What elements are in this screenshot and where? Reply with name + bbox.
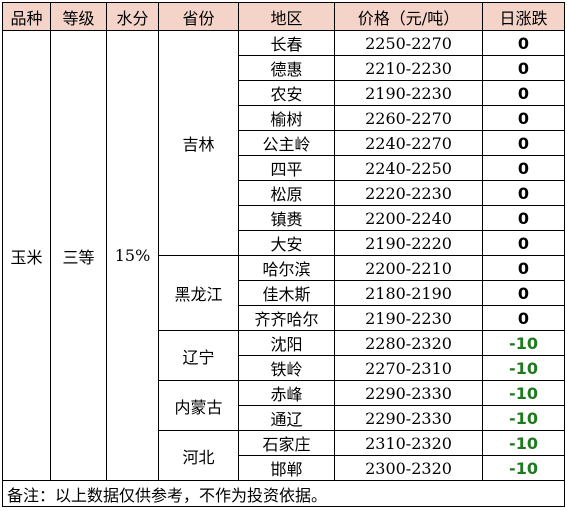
region-cell: 松原: [238, 180, 335, 206]
region-cell: 镇赉: [238, 205, 335, 231]
table-row: 公主岭 2240-2270 0: [3, 130, 565, 156]
price-cell: 2190-2230: [334, 305, 483, 331]
daily-change-cell: -10: [482, 455, 565, 481]
table-row: 邯郸 2300-2320 -10: [3, 455, 565, 481]
price-cell: 2280-2320: [334, 330, 483, 356]
region-cell: 大安: [238, 230, 335, 256]
daily-change-cell: -10: [482, 330, 565, 356]
daily-change-cell: 0: [482, 30, 565, 56]
region-cell: 榆树: [238, 105, 335, 131]
price-cell: 2260-2270: [334, 105, 483, 131]
price-cell: 2240-2270: [334, 130, 483, 156]
header-daily-change: 日涨跌: [482, 2, 565, 31]
table-row: 榆树 2260-2270 0: [3, 105, 565, 131]
daily-change-cell: 0: [482, 130, 565, 156]
daily-change-cell: 0: [482, 280, 565, 306]
note-row: 备注：以上数据仅供参考，不作为投资依据。: [2, 480, 565, 507]
daily-change-cell: 0: [482, 105, 565, 131]
daily-change-cell: 0: [482, 155, 565, 181]
region-cell: 四平: [238, 155, 335, 181]
table-row: 辽宁 沈阳 2280-2320 -10: [3, 330, 565, 381]
region-cell: 德惠: [238, 55, 335, 81]
daily-change-cell: 0: [482, 180, 565, 206]
province-cell: 辽宁: [158, 330, 239, 381]
region-cell: 哈尔滨: [238, 255, 335, 281]
region-cell: 铁岭: [238, 355, 335, 381]
header-province: 省份: [158, 2, 239, 31]
daily-change-cell: -10: [482, 380, 565, 406]
table-row: 内蒙古 赤峰 2290-2330 -10: [3, 380, 565, 431]
daily-change-cell: -10: [482, 355, 565, 381]
daily-change-cell: 0: [482, 305, 565, 331]
table-row: 铁岭 2270-2310 -10: [3, 355, 565, 381]
region-cell: 赤峰: [238, 380, 335, 406]
price-cell: 2210-2230: [334, 55, 483, 81]
table-row: 齐齐哈尔 2190-2230 0: [3, 305, 565, 331]
price-cell: 2220-2230: [334, 180, 483, 206]
header-variety: 品种: [2, 2, 51, 31]
table-body: 玉米 三等 15% 吉林 长春 2250-2270 0 德惠 2210-2230 0 农安 2190-…: [2, 30, 565, 481]
province-cell: 河北: [158, 430, 239, 481]
header-row: 品种 等级 水分 省份 地区 价格（元/吨） 日涨跌: [2, 2, 565, 31]
province-cell: 内蒙古: [158, 380, 239, 431]
price-cell: 2290-2330: [334, 405, 483, 431]
table-row: 四平 2240-2250 0: [3, 155, 565, 181]
region-cell: 石家庄: [238, 430, 335, 456]
table-row: 玉米 三等 15% 吉林 长春 2250-2270 0: [2, 30, 565, 481]
price-cell: 2200-2210: [334, 255, 483, 281]
price-cell: 2190-2220: [334, 230, 483, 256]
table-row: 德惠 2210-2230 0: [3, 55, 565, 81]
header-moisture: 水分: [106, 2, 159, 31]
region-cell: 沈阳: [238, 330, 335, 356]
price-cell: 2200-2240: [334, 205, 483, 231]
table-row: 黑龙江 哈尔滨 2200-2210 0: [3, 255, 565, 331]
table-row: 佳木斯 2180-2190 0: [3, 280, 565, 306]
region-cell: 长春: [238, 30, 335, 56]
region-cell: 公主岭: [238, 130, 335, 156]
table-row: 河北 石家庄 2310-2320 -10: [3, 430, 565, 481]
price-cell: 2300-2320: [334, 455, 483, 481]
region-cell: 农安: [238, 80, 335, 106]
grade-cell: 三等: [50, 30, 107, 481]
price-cell: 2250-2270: [334, 30, 483, 56]
region-cell: 通辽: [238, 405, 335, 431]
price-cell: 2270-2310: [334, 355, 483, 381]
variety-cell: 玉米: [2, 30, 51, 481]
region-cell: 齐齐哈尔: [238, 305, 335, 331]
header-price: 价格（元/吨）: [334, 2, 483, 31]
region-cell: 邯郸: [238, 455, 335, 481]
daily-change-cell: 0: [482, 80, 565, 106]
moisture-cell: 15%: [106, 30, 159, 481]
price-cell: 2240-2250: [334, 155, 483, 181]
price-cell: 2190-2230: [334, 80, 483, 106]
price-cell: 2310-2320: [334, 430, 483, 456]
daily-change-cell: 0: [482, 205, 565, 231]
region-cell: 佳木斯: [238, 280, 335, 306]
province-cell: 吉林: [158, 30, 239, 256]
daily-change-cell: 0: [482, 230, 565, 256]
daily-change-cell: 0: [482, 255, 565, 281]
header-grade: 等级: [50, 2, 107, 31]
price-cell: 2180-2190: [334, 280, 483, 306]
daily-change-cell: -10: [482, 405, 565, 431]
table-row: 镇赉 2200-2240 0: [3, 205, 565, 231]
header-region: 地区: [238, 2, 335, 31]
daily-change-cell: -10: [482, 430, 565, 456]
province-cell: 黑龙江: [158, 255, 239, 331]
price-cell: 2290-2330: [334, 380, 483, 406]
daily-change-cell: 0: [482, 55, 565, 81]
disclaimer-note: 备注：以上数据仅供参考，不作为投资依据。: [2, 480, 565, 507]
